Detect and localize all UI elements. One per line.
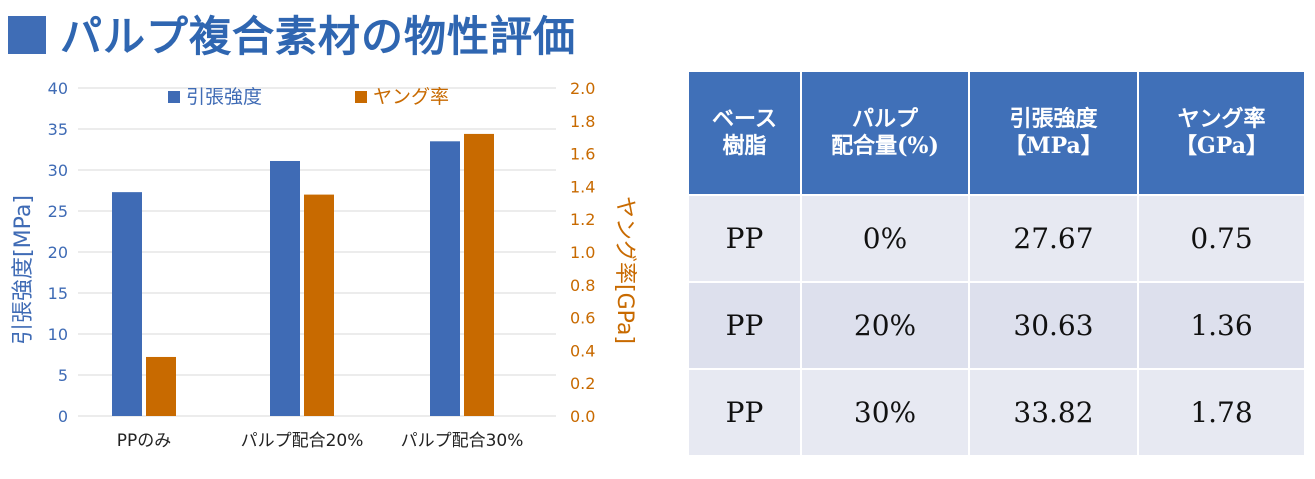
- axis-ticks: 0 5 10 15 20 25 30 35 40 0.0 0.2 0.4 0.6 0.8 1.0 1.2 1.4…: [48, 79, 596, 451]
- legend-swatch: [355, 91, 367, 103]
- y-tick-right: 0.6: [570, 309, 595, 328]
- y-axis-label-left: 引張強度[MPa]: [11, 195, 36, 345]
- y-tick-left: 30: [48, 161, 68, 180]
- y-tick-left: 40: [48, 79, 68, 98]
- legend: 引張強度 ヤング率: [168, 86, 449, 108]
- bars: [112, 133, 494, 417]
- legend-swatch: [168, 91, 180, 103]
- header-line: 【GPa】: [1175, 133, 1268, 159]
- y-tick-right: 2.0: [570, 79, 595, 98]
- y-tick-right: 1.0: [570, 243, 595, 262]
- y-tick-right: 0.0: [570, 407, 595, 426]
- header-line: パルプ: [851, 105, 918, 132]
- y-tick-left: 15: [48, 284, 68, 303]
- legend-label: ヤング率: [373, 86, 449, 108]
- header-base-resin: ベース 樹脂: [687, 70, 802, 196]
- header-youngs-modulus: ヤング率 【GPa】: [1137, 70, 1306, 196]
- x-tick-label: パルプ配合30%: [401, 431, 524, 451]
- spec-table: ベース 樹脂 パルプ 配合量(%) 引張強度 【MPa】 ヤング率 【GPa】 …: [687, 70, 1306, 457]
- header-pulp-ratio: パルプ 配合量(%): [800, 70, 970, 196]
- table-cell: 27.67: [968, 194, 1139, 283]
- bar-tensile: [430, 141, 460, 417]
- y-tick-right: 0.4: [570, 341, 595, 360]
- y-tick-left: 20: [48, 243, 68, 262]
- y-tick-right: 1.2: [570, 210, 595, 229]
- table-cell: 1.36: [1137, 281, 1306, 370]
- y-tick-right: 0.8: [570, 276, 595, 295]
- bar-tensile: [270, 160, 300, 416]
- table-cell: 20%: [800, 281, 970, 370]
- bar-youngs: [146, 356, 176, 416]
- y-tick-left: 25: [48, 202, 68, 221]
- y-tick-right: 0.2: [570, 374, 595, 393]
- table-row: PP 20% 30.63 1.36: [687, 281, 1306, 370]
- header-line: 【MPa】: [1004, 133, 1103, 159]
- y-tick-left: 0: [58, 407, 68, 426]
- title-square-icon: [8, 16, 46, 54]
- table-row: PP 30% 33.82 1.78: [687, 368, 1306, 457]
- title-text: パルプ複合素材の物性評価: [60, 11, 577, 61]
- y-tick-left: 35: [48, 120, 68, 139]
- y-tick-right: 1.4: [570, 177, 595, 196]
- bar-tensile: [112, 192, 142, 416]
- header-line: ヤング率: [1177, 105, 1266, 132]
- header-line: 樹脂: [722, 133, 767, 159]
- y-tick-right: 1.6: [570, 145, 595, 164]
- y-tick-left: 5: [58, 366, 68, 385]
- table-cell: PP: [687, 368, 802, 457]
- header-line: 引張強度: [1009, 105, 1098, 132]
- table-cell: 0.75: [1137, 194, 1306, 283]
- table-cell: 30%: [800, 368, 970, 457]
- header-line: 配合量(%): [831, 133, 939, 159]
- table-cell: 0%: [800, 194, 970, 283]
- table-header-row: ベース 樹脂 パルプ 配合量(%) 引張強度 【MPa】 ヤング率 【GPa】: [687, 70, 1306, 196]
- table-cell: PP: [687, 281, 802, 370]
- y-tick-left: 10: [48, 325, 68, 344]
- table-cell: 1.78: [1137, 368, 1306, 457]
- table-cell: PP: [687, 194, 802, 283]
- table-cell: 30.63: [968, 281, 1139, 370]
- bar-youngs: [304, 194, 334, 416]
- table-row: PP 0% 27.67 0.75: [687, 194, 1306, 283]
- bar-chart: 0 5 10 15 20 25 30 35 40 0.0 0.2 0.4 0.6 0.8 1.0 1.2 1.4…: [11, 79, 637, 451]
- legend-label: 引張強度: [186, 86, 262, 108]
- y-tick-right: 1.8: [570, 112, 595, 131]
- header-line: ベース: [712, 105, 777, 132]
- y-axis-label-right: ヤング率[GPa]: [612, 196, 637, 344]
- header-tensile-strength: 引張強度 【MPa】: [968, 70, 1139, 196]
- bar-youngs: [464, 133, 494, 417]
- page-title: パルプ複合素材の物性評価: [8, 2, 576, 64]
- x-tick-label: PPのみ: [117, 431, 172, 451]
- table-cell: 33.82: [968, 368, 1139, 457]
- x-tick-label: パルプ配合20%: [241, 431, 364, 451]
